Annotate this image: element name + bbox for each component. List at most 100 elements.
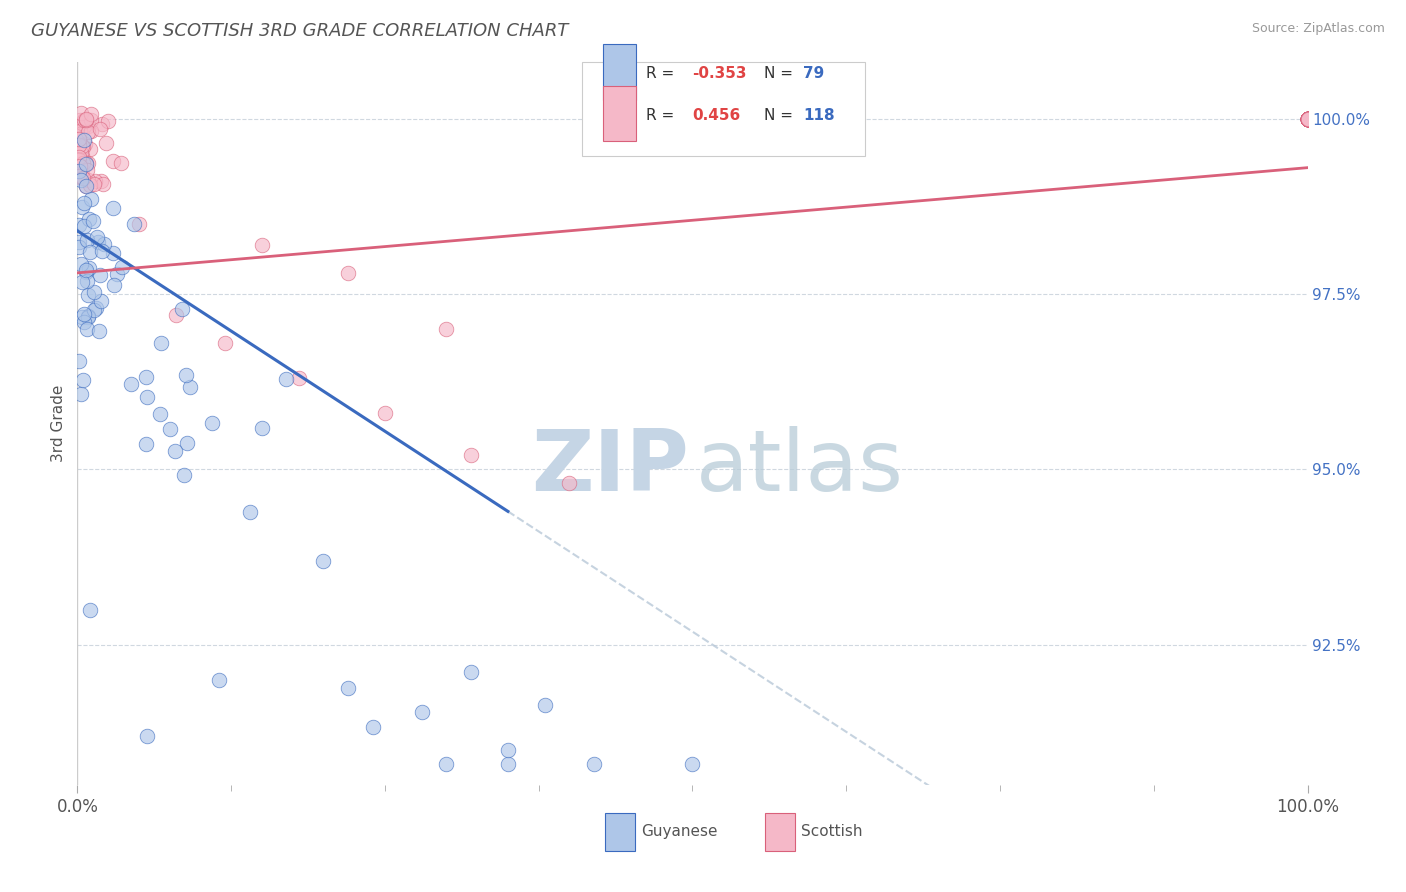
Point <box>72 156 94 170</box>
Point <box>1296 112 1319 126</box>
Point <box>1296 112 1319 126</box>
Point <box>1296 112 1319 126</box>
Point <box>1296 112 1319 126</box>
Point <box>1296 112 1319 126</box>
Point <box>1296 112 1319 126</box>
Point <box>120 376 142 391</box>
Point <box>77 261 100 276</box>
Point <box>1296 112 1319 126</box>
Point <box>76 233 98 247</box>
Point <box>460 665 482 679</box>
Point <box>73 118 96 132</box>
Point <box>75 178 97 193</box>
Point <box>70 158 93 172</box>
Point <box>76 274 98 288</box>
Point <box>72 171 94 186</box>
Point <box>337 681 360 696</box>
Point <box>70 310 93 325</box>
Point <box>87 324 110 338</box>
Point <box>76 162 98 177</box>
Point <box>73 112 96 127</box>
Point <box>73 307 96 321</box>
Point <box>90 173 112 187</box>
Text: 0.456: 0.456 <box>693 108 741 123</box>
Point <box>1296 112 1319 126</box>
Point <box>1296 112 1319 126</box>
Point <box>67 161 90 176</box>
Point <box>1296 112 1319 126</box>
Point <box>110 156 132 170</box>
Point <box>70 163 93 178</box>
FancyBboxPatch shape <box>603 45 636 100</box>
Point <box>201 416 224 430</box>
Point <box>72 121 94 136</box>
Point <box>1296 112 1319 126</box>
Text: Scottish: Scottish <box>801 824 862 839</box>
Point <box>534 698 557 713</box>
Point <box>75 179 97 194</box>
Point <box>176 436 198 450</box>
Point <box>73 195 96 210</box>
Point <box>83 302 105 317</box>
Point <box>135 436 157 450</box>
Point <box>214 336 236 351</box>
Point <box>110 260 132 274</box>
Point <box>1296 112 1319 126</box>
Point <box>67 150 90 164</box>
Point <box>101 201 124 215</box>
Point <box>93 237 115 252</box>
Point <box>79 602 101 616</box>
Text: 118: 118 <box>803 108 835 123</box>
Point <box>105 268 128 282</box>
Point <box>75 265 97 279</box>
Point <box>165 308 187 322</box>
Point <box>69 105 91 120</box>
Point <box>1296 112 1319 126</box>
FancyBboxPatch shape <box>605 814 634 851</box>
Point <box>1296 112 1319 126</box>
Point <box>1296 112 1319 126</box>
Point <box>174 368 197 382</box>
Point <box>374 406 396 420</box>
Point <box>75 112 97 127</box>
Point <box>70 169 93 184</box>
Text: GUYANESE VS SCOTTISH 3RD GRADE CORRELATION CHART: GUYANESE VS SCOTTISH 3RD GRADE CORRELATI… <box>31 22 568 40</box>
Point <box>149 336 172 351</box>
Point <box>77 173 100 187</box>
Point <box>436 756 458 771</box>
Point <box>82 214 104 228</box>
Point <box>86 229 108 244</box>
Point <box>73 133 96 147</box>
Point <box>67 132 90 146</box>
Point <box>67 133 90 147</box>
Point <box>73 219 96 233</box>
Point <box>1296 112 1319 126</box>
Point <box>460 448 482 462</box>
Text: atlas: atlas <box>696 425 904 508</box>
Point <box>75 113 97 128</box>
Point <box>1296 112 1319 126</box>
Point <box>77 119 100 133</box>
Text: Guyanese: Guyanese <box>641 824 717 839</box>
Point <box>91 117 114 131</box>
Point <box>1296 112 1319 126</box>
Point <box>1296 112 1319 126</box>
Point <box>70 116 93 130</box>
Point <box>79 178 101 192</box>
Point <box>122 217 145 231</box>
Text: N =: N = <box>763 66 797 81</box>
Point <box>361 720 384 734</box>
Point <box>67 235 90 249</box>
Point <box>1296 112 1319 126</box>
Point <box>1296 112 1319 126</box>
Text: -0.353: -0.353 <box>693 66 747 81</box>
Point <box>67 133 90 147</box>
Point <box>84 301 107 315</box>
Point <box>83 285 105 299</box>
Point <box>67 163 90 178</box>
Point <box>1296 112 1319 126</box>
Point <box>75 263 97 277</box>
Point <box>1296 112 1319 126</box>
Point <box>75 157 97 171</box>
Point <box>583 756 606 771</box>
